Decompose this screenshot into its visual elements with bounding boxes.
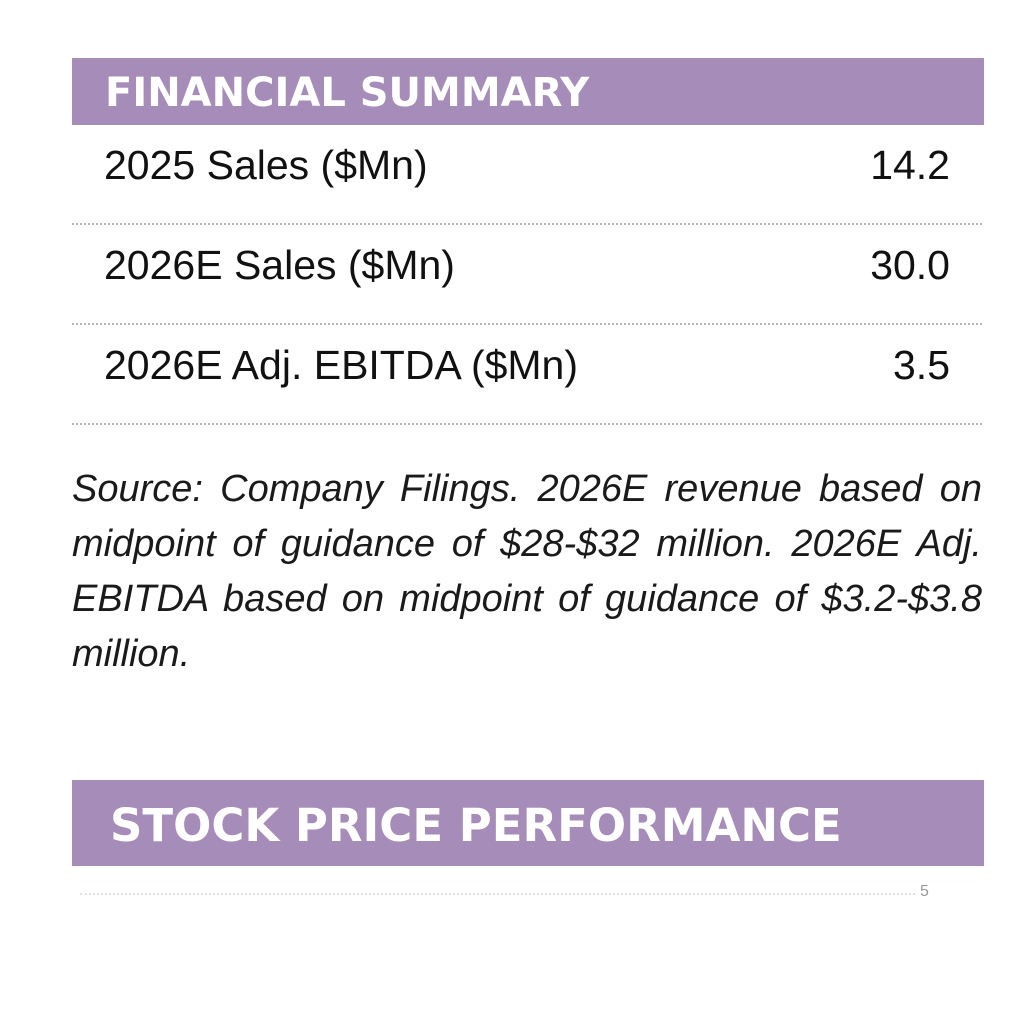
chart-gridline	[80, 893, 915, 895]
row-value-2025-sales: 14.2	[870, 142, 950, 188]
stock-price-performance-header: STOCK PRICE PERFORMANCE	[72, 780, 984, 866]
table-row: 2026E Sales ($Mn) 30.0	[72, 225, 982, 325]
row-label-2025-sales: 2025 Sales ($Mn)	[104, 142, 428, 188]
source-note: Source: Company Filings. 2026E revenue b…	[72, 468, 982, 675]
table-row: 2026E Adj. EBITDA ($Mn) 3.5	[72, 325, 982, 425]
financial-summary-header: FINANCIAL SUMMARY	[72, 58, 984, 125]
stock-chart-area: 5	[72, 866, 984, 926]
row-value-2026e-sales: 30.0	[870, 242, 950, 288]
row-label-2026e-sales: 2026E Sales ($Mn)	[104, 242, 455, 288]
chart-y-tick-label: 5	[920, 883, 929, 900]
row-label-2026e-adj-ebitda: 2026E Adj. EBITDA ($Mn)	[104, 342, 579, 388]
table-row: 2025 Sales ($Mn) 14.2	[72, 125, 982, 225]
row-value-2026e-adj-ebitda: 3.5	[893, 342, 950, 388]
financial-summary-table: 2025 Sales ($Mn) 14.2 2026E Sales ($Mn) …	[72, 125, 982, 425]
